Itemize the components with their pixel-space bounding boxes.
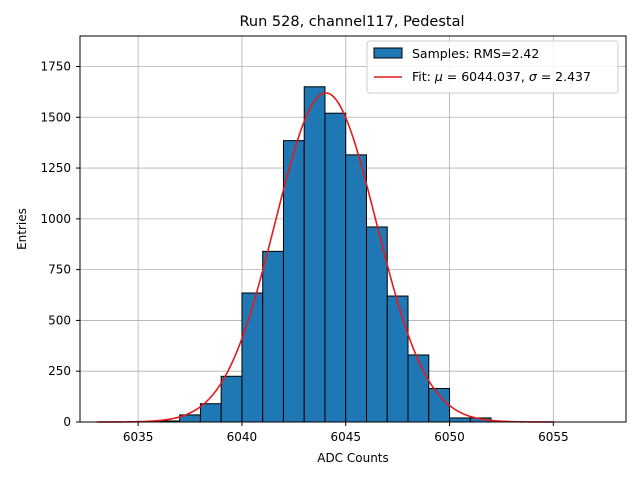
histogram-bar [241, 292, 264, 423]
chart-title: Run 528, channel117, Pedestal [239, 14, 464, 30]
histogram-bar [220, 375, 243, 423]
x-tick-label: 6040 [227, 430, 258, 444]
histogram-bar [407, 354, 430, 423]
histogram-bar [324, 112, 347, 423]
y-axis-ticks: 0 250 500 750 1000 1250 1500 1750 [40, 59, 80, 429]
y-tick-label: 1000 [40, 212, 71, 226]
y-tick-label: 0 [63, 415, 71, 429]
y-tick-label: 1500 [40, 110, 71, 124]
histogram-bars [158, 86, 492, 423]
x-tick-label: 6050 [434, 430, 465, 444]
x-tick-label: 6055 [538, 430, 569, 444]
y-axis-label: Entries [15, 208, 29, 250]
legend-histogram-label: Samples: RMS=2.42 [412, 46, 539, 61]
legend-histogram-swatch [373, 47, 403, 59]
histogram-bar [428, 387, 451, 423]
legend-fit-prefix: Fit: [412, 69, 435, 84]
histogram-bar [282, 140, 305, 423]
fit-curve [96, 92, 554, 423]
histogram-bar [386, 295, 409, 423]
legend-fit-mu-value: = 6044.037, [443, 69, 529, 84]
histogram-bar [199, 403, 222, 423]
histogram-bar [449, 417, 471, 423]
y-tick-label: 750 [48, 263, 71, 277]
x-tick-label: 6045 [330, 430, 361, 444]
histogram-bar [303, 86, 326, 423]
x-axis-ticks: 6035 6040 6045 6050 6055 [123, 422, 569, 444]
legend-box [366, 40, 619, 94]
histogram-bar [262, 250, 284, 423]
x-axis-label: ADC Counts [317, 451, 389, 465]
x-tick-label: 6035 [123, 430, 154, 444]
legend: Samples: RMS=2.42 Fit: μ = 6044.037, σ =… [366, 40, 619, 94]
y-tick-label: 1750 [40, 59, 71, 73]
legend-fit-sigma-value: = 2.437 [537, 69, 591, 84]
y-tick-label: 1250 [40, 161, 71, 175]
legend-fit-label: Fit: μ = 6044.037, σ = 2.437 [412, 69, 591, 84]
y-tick-label: 250 [48, 364, 71, 378]
histogram-bar [365, 226, 388, 423]
plot-area-frame [79, 35, 627, 423]
legend-fit-sigma-symbol: σ [529, 69, 538, 84]
histogram-bar [345, 154, 367, 423]
y-tick-label: 500 [48, 313, 71, 327]
legend-fit-mu-symbol: μ [434, 69, 443, 84]
